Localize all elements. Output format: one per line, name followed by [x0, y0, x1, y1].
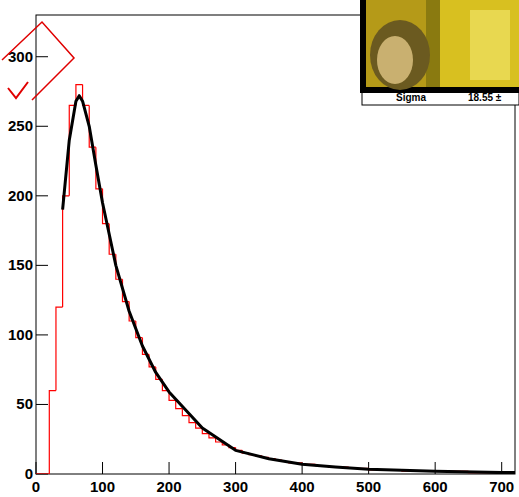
y-tick	[36, 404, 48, 405]
photo	[366, 0, 519, 87]
photo-part	[440, 0, 519, 87]
histogram-bin	[43, 473, 50, 474]
stats-label: Sigma	[396, 92, 426, 103]
x-tick-label: 200	[157, 478, 182, 495]
y-tick-label: 150	[8, 256, 33, 273]
histogram-bin	[36, 473, 43, 474]
photo-part	[370, 20, 430, 90]
x-tick-label: 0	[32, 478, 40, 495]
y-tick-label: 200	[8, 187, 33, 204]
histogram-bin	[56, 307, 63, 390]
y-tick-label: 50	[16, 395, 33, 412]
x-tick-label: 400	[290, 478, 315, 495]
histogram-bin	[49, 391, 56, 474]
photo-part	[470, 10, 510, 80]
x-tick-label: 500	[356, 478, 381, 495]
y-tick	[36, 56, 48, 57]
annotation-arrow	[8, 82, 28, 98]
background	[0, 0, 519, 497]
x-tick	[169, 462, 170, 474]
y-tick-label: 250	[8, 117, 33, 134]
stats-value: 18.55 ±	[468, 92, 502, 103]
x-tick-label: 300	[223, 478, 248, 495]
histogram-bin	[63, 196, 70, 307]
x-tick	[102, 462, 103, 474]
x-tick-label: 600	[423, 478, 448, 495]
x-tick	[235, 462, 236, 474]
y-tick	[36, 126, 48, 127]
x-tick-label: 100	[90, 478, 115, 495]
photo-part	[377, 36, 413, 84]
x-tick	[36, 462, 37, 474]
y-tick-label: 0	[25, 465, 33, 482]
annotation-box	[2, 22, 74, 100]
y-tick-label: 100	[8, 326, 33, 343]
y-tick	[36, 265, 48, 266]
fit-curve	[63, 96, 515, 473]
photo-frame	[360, 0, 519, 93]
x-tick-label: 700	[489, 478, 514, 495]
y-tick	[36, 334, 48, 335]
chart-root: 0100200300400500600700050100150200250300…	[0, 0, 519, 497]
plot-area	[36, 85, 515, 474]
y-tick	[36, 195, 48, 196]
